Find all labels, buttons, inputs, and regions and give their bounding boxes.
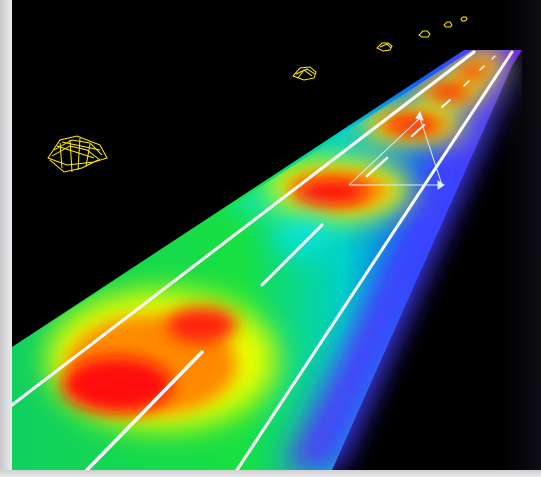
road-heatmap-render — [12, 16, 522, 470]
3d-viewport[interactable] — [12, 0, 541, 470]
vehicle-wireframes — [47, 16, 468, 173]
wireframe-vehicle-icon — [292, 66, 317, 81]
wireframe-vehicle-icon — [47, 135, 108, 173]
wireframe-vehicle-icon — [418, 30, 431, 38]
lane-lines — [12, 50, 514, 470]
wireframe-vehicle-icon — [460, 16, 468, 22]
wireframe-vehicle-icon — [376, 42, 393, 52]
wireframe-vehicle-icon — [443, 21, 453, 28]
left-border — [0, 0, 12, 470]
bottom-border — [0, 470, 541, 477]
road-surface — [12, 50, 522, 470]
vector-arrows — [348, 110, 445, 190]
